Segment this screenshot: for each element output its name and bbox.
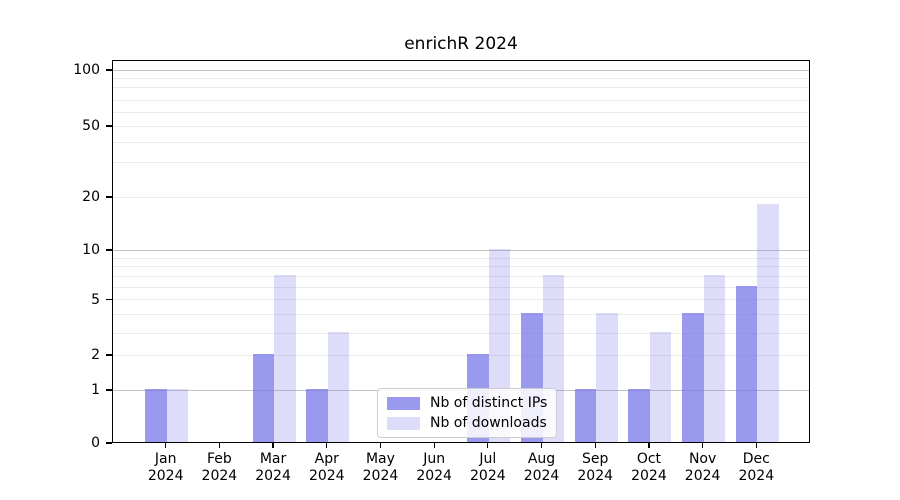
y-tick-mark-10 xyxy=(106,249,112,251)
gridline-minor-3 xyxy=(113,332,809,334)
x-tick-mark-feb xyxy=(218,443,220,448)
y-tick-label-100: 100 xyxy=(73,62,100,78)
gridline-minor-80 xyxy=(113,87,809,88)
gridline-minor-2 xyxy=(113,354,809,356)
gridline-minor-6 xyxy=(113,286,809,288)
y-tick-mark-0 xyxy=(106,442,112,444)
chart-title: enrichR 2024 xyxy=(404,34,518,54)
x-tick-mark-sep xyxy=(594,443,596,448)
bar-distinct-ips-mar xyxy=(252,354,275,442)
x-tick-label-jun: Jun 2024 xyxy=(416,451,452,484)
y-tick-label-20: 20 xyxy=(82,189,100,205)
y-tick-label-2: 2 xyxy=(91,347,100,363)
gridline-major-100 xyxy=(113,69,809,71)
x-tick-mark-aug xyxy=(540,443,543,448)
legend-swatch-downloads xyxy=(387,416,420,430)
gridline-minor-40 xyxy=(113,141,809,143)
plot-area xyxy=(112,60,810,443)
legend-row-downloads: Nb of downloads xyxy=(387,415,547,431)
x-tick-label-jan: Jan 2024 xyxy=(147,451,184,484)
x-tick-label-apr: Apr 2024 xyxy=(308,451,345,484)
y-tick-mark-20 xyxy=(106,196,112,198)
bar-distinct-ips-dec xyxy=(735,286,758,442)
gridline-major-10 xyxy=(113,249,809,251)
x-tick-label-aug: Aug 2024 xyxy=(523,451,560,484)
bar-downloads-apr xyxy=(327,332,350,442)
bar-downloads-nov xyxy=(703,275,726,442)
gridline-minor-70 xyxy=(113,99,809,101)
x-tick-mark-dec xyxy=(755,443,757,448)
x-tick-mark-apr xyxy=(326,443,328,448)
legend-label-downloads: Nb of downloads xyxy=(430,415,547,431)
legend: Nb of distinct IPs Nb of downloads xyxy=(377,388,558,438)
y-tick-mark-50 xyxy=(106,125,112,127)
bar-distinct-ips-oct xyxy=(628,389,650,442)
gridline-minor-90 xyxy=(113,77,809,79)
gridline-minor-4 xyxy=(113,313,809,315)
bar-downloads-jan xyxy=(166,389,189,442)
y-tick-mark-5 xyxy=(106,298,112,301)
x-tick-mark-oct xyxy=(648,443,650,448)
x-tick-mark-jun xyxy=(433,443,435,448)
x-tick-mark-jan xyxy=(165,443,167,448)
gridline-minor-60 xyxy=(113,111,809,113)
x-tick-mark-may xyxy=(379,443,382,448)
gridline-minor-8 xyxy=(113,265,809,267)
y-tick-label-10: 10 xyxy=(82,242,100,258)
x-tick-label-jul: Jul 2024 xyxy=(470,451,506,484)
x-tick-mark-jul xyxy=(487,443,489,448)
legend-swatch-distinct-ips xyxy=(387,396,420,410)
bar-distinct-ips-apr xyxy=(306,389,328,442)
x-tick-label-sep: Sep 2024 xyxy=(577,451,614,484)
gridline-minor-20 xyxy=(113,196,809,198)
bar-downloads-dec xyxy=(757,204,779,442)
x-tick-mark-nov xyxy=(702,443,704,448)
y-tick-mark-1 xyxy=(106,389,112,391)
gridline-minor-50 xyxy=(113,125,809,127)
bar-downloads-mar xyxy=(274,275,296,442)
bar-distinct-ips-sep xyxy=(574,389,597,442)
y-tick-label-5: 5 xyxy=(91,291,100,308)
x-tick-label-dec: Dec 2024 xyxy=(738,451,775,484)
gridline-minor-5 xyxy=(113,299,809,300)
y-tick-label-1: 1 xyxy=(91,382,100,398)
y-tick-mark-2 xyxy=(106,354,112,356)
x-tick-label-mar: Mar 2024 xyxy=(255,451,291,484)
legend-row-distinct-ips: Nb of distinct IPs xyxy=(387,395,547,411)
x-tick-label-feb: Feb 2024 xyxy=(201,451,238,484)
x-tick-label-nov: Nov 2024 xyxy=(684,451,721,484)
x-tick-label-may: May 2024 xyxy=(362,451,399,484)
y-tick-label-50: 50 xyxy=(82,118,100,134)
y-tick-mark-100 xyxy=(106,69,112,71)
gridline-minor-7 xyxy=(113,275,809,277)
bar-distinct-ips-jan xyxy=(145,389,167,442)
gridline-minor-30 xyxy=(113,161,809,163)
x-tick-mark-mar xyxy=(272,443,274,448)
bar-distinct-ips-nov xyxy=(682,313,704,442)
y-tick-label-0: 0 xyxy=(91,435,100,451)
gridline-minor-9 xyxy=(113,257,809,259)
bar-downloads-oct xyxy=(649,332,672,442)
legend-label-distinct-ips: Nb of distinct IPs xyxy=(430,395,548,411)
x-tick-label-oct: Oct 2024 xyxy=(631,451,667,484)
bar-downloads-sep xyxy=(596,313,618,442)
